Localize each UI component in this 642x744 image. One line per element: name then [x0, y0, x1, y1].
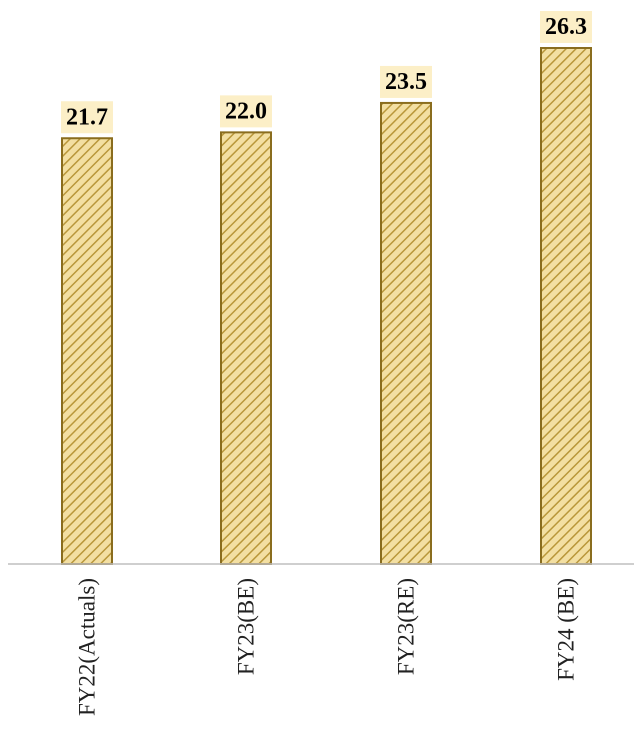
x-tick-labels-layer: FY22(Actuals) FY23(BE) FY23(RE) FY24 (BE) [75, 578, 579, 716]
data-label-2: 23.5 [380, 65, 432, 98]
bar-3 [540, 47, 592, 565]
x-tick-label-3: FY24 (BE) [554, 578, 579, 681]
data-label-text-2: 23.5 [385, 69, 427, 95]
data-label-text-1: 22.0 [225, 98, 267, 124]
bar-1 [220, 131, 272, 565]
data-label-3: 26.3 [540, 11, 592, 43]
x-tick-label-2: FY23(RE) [394, 578, 419, 675]
data-label-0: 21.7 [61, 101, 113, 134]
data-label-1: 22.0 [220, 95, 272, 128]
bar-0 [61, 137, 113, 565]
data-label-background-1 [220, 95, 272, 128]
data-label-background-0 [61, 101, 113, 134]
x-tick-label-0: FY22(Actuals) [75, 578, 100, 716]
bars-layer [61, 47, 592, 565]
data-labels-layer: 21.7 22.0 23.5 26.3 [61, 11, 592, 134]
bar-2 [380, 101, 432, 565]
data-label-text-3: 26.3 [545, 14, 587, 40]
data-label-background-3 [540, 11, 592, 43]
data-label-background-2 [380, 65, 432, 98]
x-tick-label-1: FY23(BE) [234, 578, 259, 675]
data-label-text-0: 21.7 [66, 104, 108, 130]
